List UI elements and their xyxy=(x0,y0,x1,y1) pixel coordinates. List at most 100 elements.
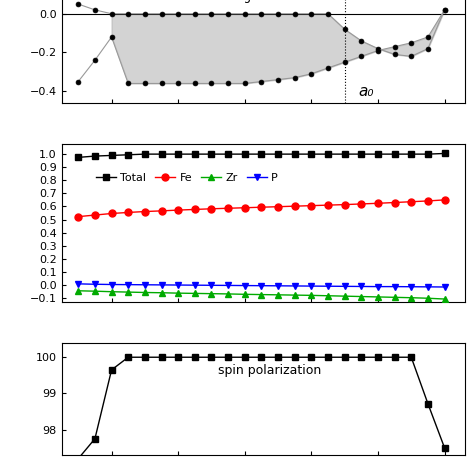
Zr xyxy=(309,292,314,298)
P xyxy=(209,283,214,288)
Zr xyxy=(159,290,164,296)
Zr xyxy=(225,291,231,297)
P xyxy=(175,282,181,288)
Line: Total: Total xyxy=(75,150,448,161)
Zr xyxy=(442,296,447,302)
Fe xyxy=(425,198,431,204)
Total xyxy=(392,151,397,157)
Fe xyxy=(142,209,148,214)
Zr xyxy=(275,292,281,298)
P xyxy=(109,282,114,287)
Total xyxy=(358,151,364,157)
Total xyxy=(109,153,114,158)
Total xyxy=(309,151,314,157)
Zr xyxy=(125,289,131,295)
Text: spin polarization: spin polarization xyxy=(218,364,321,376)
Fe xyxy=(342,202,347,208)
Total xyxy=(159,151,164,157)
P xyxy=(242,283,247,288)
Text: Ferromagnetic: Ferromagnetic xyxy=(195,0,281,3)
Total xyxy=(258,151,264,157)
Fe xyxy=(358,201,364,207)
Total xyxy=(125,152,131,158)
Fe xyxy=(275,204,281,210)
Fe xyxy=(192,207,198,212)
P xyxy=(142,282,148,288)
Fe xyxy=(109,210,114,216)
Zr xyxy=(292,292,298,298)
P xyxy=(159,282,164,288)
Total xyxy=(192,151,198,157)
P xyxy=(125,282,131,288)
Total xyxy=(242,151,247,157)
Fe xyxy=(125,210,131,215)
Total xyxy=(342,151,347,157)
Zr xyxy=(409,295,414,301)
Zr xyxy=(358,294,364,300)
Fe xyxy=(442,197,447,203)
P xyxy=(75,281,81,287)
P xyxy=(409,284,414,290)
Line: P: P xyxy=(75,281,448,291)
Fe xyxy=(309,203,314,209)
Total xyxy=(375,151,381,157)
P xyxy=(392,284,397,290)
Line: Fe: Fe xyxy=(75,196,448,220)
Zr xyxy=(342,293,347,299)
Fe xyxy=(258,204,264,210)
Total xyxy=(92,153,98,159)
Fe xyxy=(175,207,181,213)
Fe xyxy=(292,203,298,209)
Total xyxy=(409,151,414,157)
Total xyxy=(75,155,81,160)
P xyxy=(258,283,264,289)
Total xyxy=(225,151,231,157)
Total xyxy=(325,151,331,157)
Zr xyxy=(258,292,264,297)
Zr xyxy=(75,288,81,293)
Total xyxy=(175,151,181,157)
Fe xyxy=(409,199,414,205)
P xyxy=(275,283,281,289)
Zr xyxy=(242,292,247,297)
Line: Zr: Zr xyxy=(75,287,448,302)
P xyxy=(442,284,447,290)
Zr xyxy=(109,289,114,294)
Fe xyxy=(375,201,381,206)
Zr xyxy=(175,290,181,296)
Fe xyxy=(75,214,81,219)
P xyxy=(292,283,298,289)
Zr xyxy=(425,295,431,301)
Total xyxy=(275,151,281,157)
Fe xyxy=(92,212,98,218)
Total xyxy=(442,151,447,156)
Legend: Total, Fe, Zr, P: Total, Fe, Zr, P xyxy=(91,168,283,187)
P xyxy=(425,284,431,290)
P xyxy=(358,283,364,289)
P xyxy=(225,283,231,288)
P xyxy=(325,283,331,289)
Zr xyxy=(392,294,397,300)
P xyxy=(92,282,98,287)
P xyxy=(192,283,198,288)
Total xyxy=(142,151,148,157)
Fe xyxy=(159,208,164,214)
Zr xyxy=(375,294,381,300)
Zr xyxy=(192,291,198,296)
Total xyxy=(209,151,214,157)
Zr xyxy=(142,290,148,295)
P xyxy=(309,283,314,289)
Total xyxy=(292,151,298,157)
Fe xyxy=(225,205,231,211)
Zr xyxy=(209,291,214,297)
Total xyxy=(425,151,431,157)
Zr xyxy=(325,293,331,299)
Fe xyxy=(325,202,331,208)
P xyxy=(375,284,381,290)
P xyxy=(342,283,347,289)
Text: a₀: a₀ xyxy=(358,84,374,99)
Fe xyxy=(392,200,397,205)
Fe xyxy=(209,206,214,211)
Zr xyxy=(92,288,98,294)
Fe xyxy=(242,205,247,210)
